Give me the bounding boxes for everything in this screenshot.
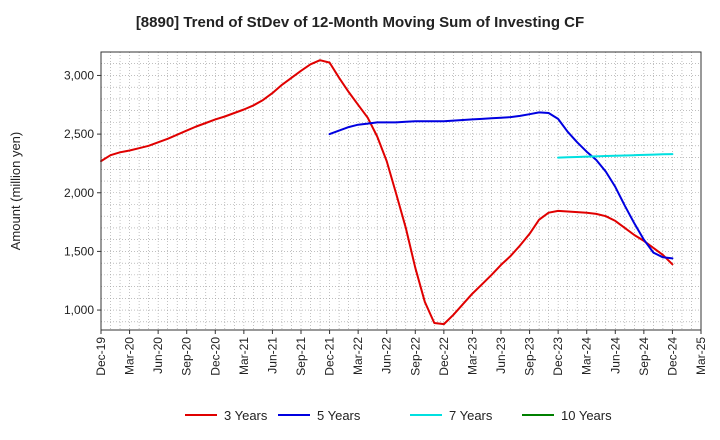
y-axis-title: Amount (million yen) — [8, 132, 23, 251]
x-tick-label: Dec-24 — [665, 337, 679, 376]
legend-label: 10 Years — [561, 408, 612, 423]
x-tick-label: Dec-23 — [551, 337, 565, 376]
plot-border — [100, 51, 702, 331]
legend-label: 5 Years — [317, 408, 361, 423]
legend-label: 7 Years — [449, 408, 493, 423]
series-line-3-years — [100, 59, 674, 326]
x-tick-label: Mar-22 — [351, 337, 365, 375]
series-line-5-years — [328, 111, 674, 260]
grid-layer — [101, 51, 701, 330]
x-tick-label: Sep-24 — [637, 337, 651, 376]
x-tick-label: Jun-23 — [494, 337, 508, 374]
x-tick-label: Dec-20 — [208, 337, 222, 376]
x-tick-label: Mar-25 — [694, 337, 708, 375]
x-tick-label: Jun-22 — [380, 337, 394, 374]
x-tick-label: Jun-24 — [608, 337, 622, 374]
y-tick-label: 1,000 — [64, 303, 94, 317]
x-tick-label: Dec-21 — [323, 337, 337, 376]
series-line-7-years — [557, 153, 674, 159]
legend-label: 3 Years — [224, 408, 268, 423]
x-tick-label: Dec-19 — [94, 337, 108, 376]
y-tick-label: 3,000 — [64, 68, 94, 82]
x-tick-label: Sep-22 — [408, 337, 422, 376]
x-tick-label: Sep-23 — [523, 337, 537, 376]
x-tick-label: Mar-21 — [237, 337, 251, 375]
legend-layer: 3 Years 5 Years 7 Years 10 Years — [185, 408, 612, 423]
y-tick-label: 2,000 — [64, 186, 94, 200]
y-tick-label: 1,500 — [64, 244, 94, 258]
x-tick-label: Mar-20 — [123, 337, 137, 375]
x-tick-label: Sep-21 — [294, 337, 308, 376]
x-tick-label: Jun-20 — [151, 337, 165, 374]
x-tick-label: Sep-20 — [180, 337, 194, 376]
chart-title: [8890] Trend of StDev of 12-Month Moving… — [135, 14, 585, 31]
x-tick-label: Mar-23 — [465, 337, 479, 375]
y-tick-label: 2,500 — [64, 127, 94, 141]
x-tick-label: Dec-22 — [437, 337, 451, 376]
x-tick-label: Jun-21 — [265, 337, 279, 374]
series-layer — [100, 59, 674, 326]
plot-area — [101, 52, 701, 330]
axis-layer: 1,000 1,500 2,000 2,500 3,000 Dec-19 Mar-20 Jun… — [8, 51, 708, 376]
x-tick-label: Mar-24 — [580, 337, 594, 375]
